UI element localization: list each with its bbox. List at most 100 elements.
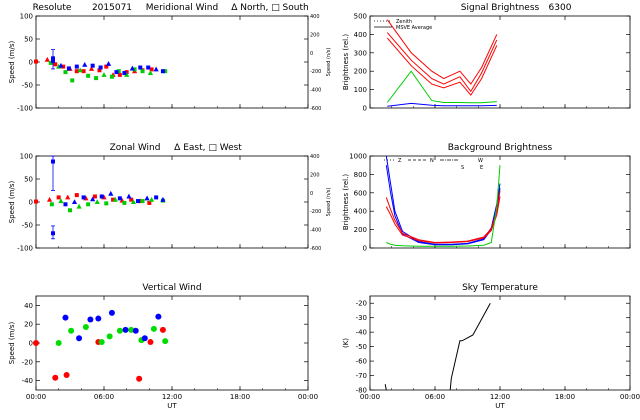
chart-title: Background Brightness xyxy=(448,143,553,153)
data-point-blue xyxy=(154,195,159,200)
data-point-green xyxy=(77,67,83,73)
x-tick-label: 00:00 xyxy=(620,393,640,401)
data-point-green xyxy=(163,69,168,74)
data-point-blue xyxy=(62,314,69,321)
data-point-blue xyxy=(105,61,112,66)
right-y-tick-label: 0 xyxy=(310,51,313,57)
background-brightness-panel: 1000 800 600 400 200 0 Brightness (rel.) Backgr… xyxy=(342,143,631,253)
data-point-green xyxy=(55,340,62,346)
x-axis-label: UT xyxy=(167,402,177,410)
data-point-green xyxy=(140,69,145,74)
data-point-green xyxy=(76,203,82,209)
y-tick-label: -60 xyxy=(356,358,367,366)
error-bar-point xyxy=(51,59,55,64)
right-y-axis-label: Speed (n/s) xyxy=(326,188,332,217)
data-point-blue xyxy=(66,66,71,71)
y-tick-label: 200 xyxy=(354,68,367,76)
date-label: 2015071 xyxy=(92,3,132,13)
data-point-blue xyxy=(108,190,114,196)
x-tick-label: 12:00 xyxy=(162,393,182,401)
y-tick-label: 50 xyxy=(24,36,33,44)
right-y-tick-label: 200 xyxy=(310,172,320,178)
y-axis-label: Speed (m/s) xyxy=(8,181,16,224)
data-point-red xyxy=(63,371,70,378)
signal-brightness-panel: 500 400 300 200 100 0 Brightness (rel.) Signal … xyxy=(342,3,631,113)
y-tick-label: 200 xyxy=(354,226,367,234)
data-point-blue xyxy=(129,65,135,71)
data-point-red xyxy=(117,72,122,77)
data-point-blue xyxy=(87,316,94,323)
series-line-red-2 xyxy=(386,32,498,93)
y-axis-label: Speed (m/s) xyxy=(8,322,16,365)
y-tick-label: 100 xyxy=(354,86,367,94)
x-tick-label: 18:00 xyxy=(230,393,250,401)
x-tick-label: 06:00 xyxy=(94,393,114,401)
y-tick-label: 40 xyxy=(24,302,33,310)
data-point-red xyxy=(81,69,86,74)
data-point-red xyxy=(47,196,53,202)
data-point-blue xyxy=(126,193,132,199)
y-tick-label: -50 xyxy=(356,343,367,351)
y-tick-label: 1000 xyxy=(349,153,367,161)
data-point-red xyxy=(56,195,61,200)
legend-letter: S xyxy=(461,165,464,171)
y-tick-label: -80 xyxy=(356,387,367,395)
chart-title: Vertical Wind xyxy=(142,283,201,293)
legend-letter: E xyxy=(480,165,483,171)
data-point-green xyxy=(58,198,64,204)
data-point-green xyxy=(149,196,155,202)
data-point-blue xyxy=(95,315,102,322)
data-point-blue xyxy=(76,335,83,342)
y-tick-label: 800 xyxy=(354,171,367,179)
data-point-blue xyxy=(155,313,162,320)
series-line-black xyxy=(449,302,491,391)
plot-frame xyxy=(369,295,631,391)
data-point-blue xyxy=(136,199,140,204)
zonal-wind-panel: 100 50 0 -50 -100 Speed (m/s) 400 200 0 -200 -400 -… xyxy=(8,143,332,253)
data-point-green xyxy=(112,196,118,202)
data-point-blue xyxy=(141,335,148,342)
data-point-green xyxy=(130,199,137,204)
x-tick-label: 00:00 xyxy=(298,393,318,401)
y-tick-label: -70 xyxy=(356,372,367,380)
y-tick-label: -40 xyxy=(22,377,33,385)
data-point-blue xyxy=(153,66,159,72)
data-point-red xyxy=(97,68,102,73)
site-label: Resolute xyxy=(33,3,72,13)
x-tick-label: 18:00 xyxy=(555,393,575,401)
data-point-red xyxy=(136,375,143,382)
legend-letter: W xyxy=(478,158,483,164)
series-line-stub xyxy=(384,384,387,391)
y-tick-label: 0 xyxy=(29,340,33,348)
data-point-green xyxy=(104,201,109,206)
data-point-red xyxy=(61,64,66,69)
data-point-red xyxy=(53,62,58,67)
right-y-tick-label: 200 xyxy=(310,32,320,38)
data-point-blue xyxy=(144,195,150,201)
legend-entry: MSVE Average xyxy=(396,25,432,31)
data-point-red xyxy=(65,194,71,200)
data-point-green xyxy=(122,200,127,205)
data-point-blue xyxy=(122,71,127,76)
data-point-red xyxy=(34,59,38,64)
series-line-blue-2 xyxy=(385,165,501,246)
x-axis-label: UT xyxy=(495,402,505,410)
y-axis-label: Speed (m/s) xyxy=(8,41,16,84)
y-tick-label: 400 xyxy=(354,31,367,39)
data-point-blue xyxy=(98,65,103,70)
plot-frame xyxy=(35,295,309,391)
series-line-blue xyxy=(387,102,497,107)
data-point-green xyxy=(49,202,54,207)
data-point-green xyxy=(147,70,154,76)
y-tick-label: -50 xyxy=(22,82,33,90)
x-tick-label: 00:00 xyxy=(360,393,380,401)
data-point-green xyxy=(124,72,130,77)
legend-entry: Zenith xyxy=(396,19,412,25)
data-point-green xyxy=(86,202,91,207)
chart-title: Meridional Wind xyxy=(146,3,218,13)
y-tick-label: 500 xyxy=(354,13,367,21)
x-tick-label: 06:00 xyxy=(425,393,445,401)
y-tick-label: 0 xyxy=(29,199,33,207)
data-point-red xyxy=(44,56,50,62)
